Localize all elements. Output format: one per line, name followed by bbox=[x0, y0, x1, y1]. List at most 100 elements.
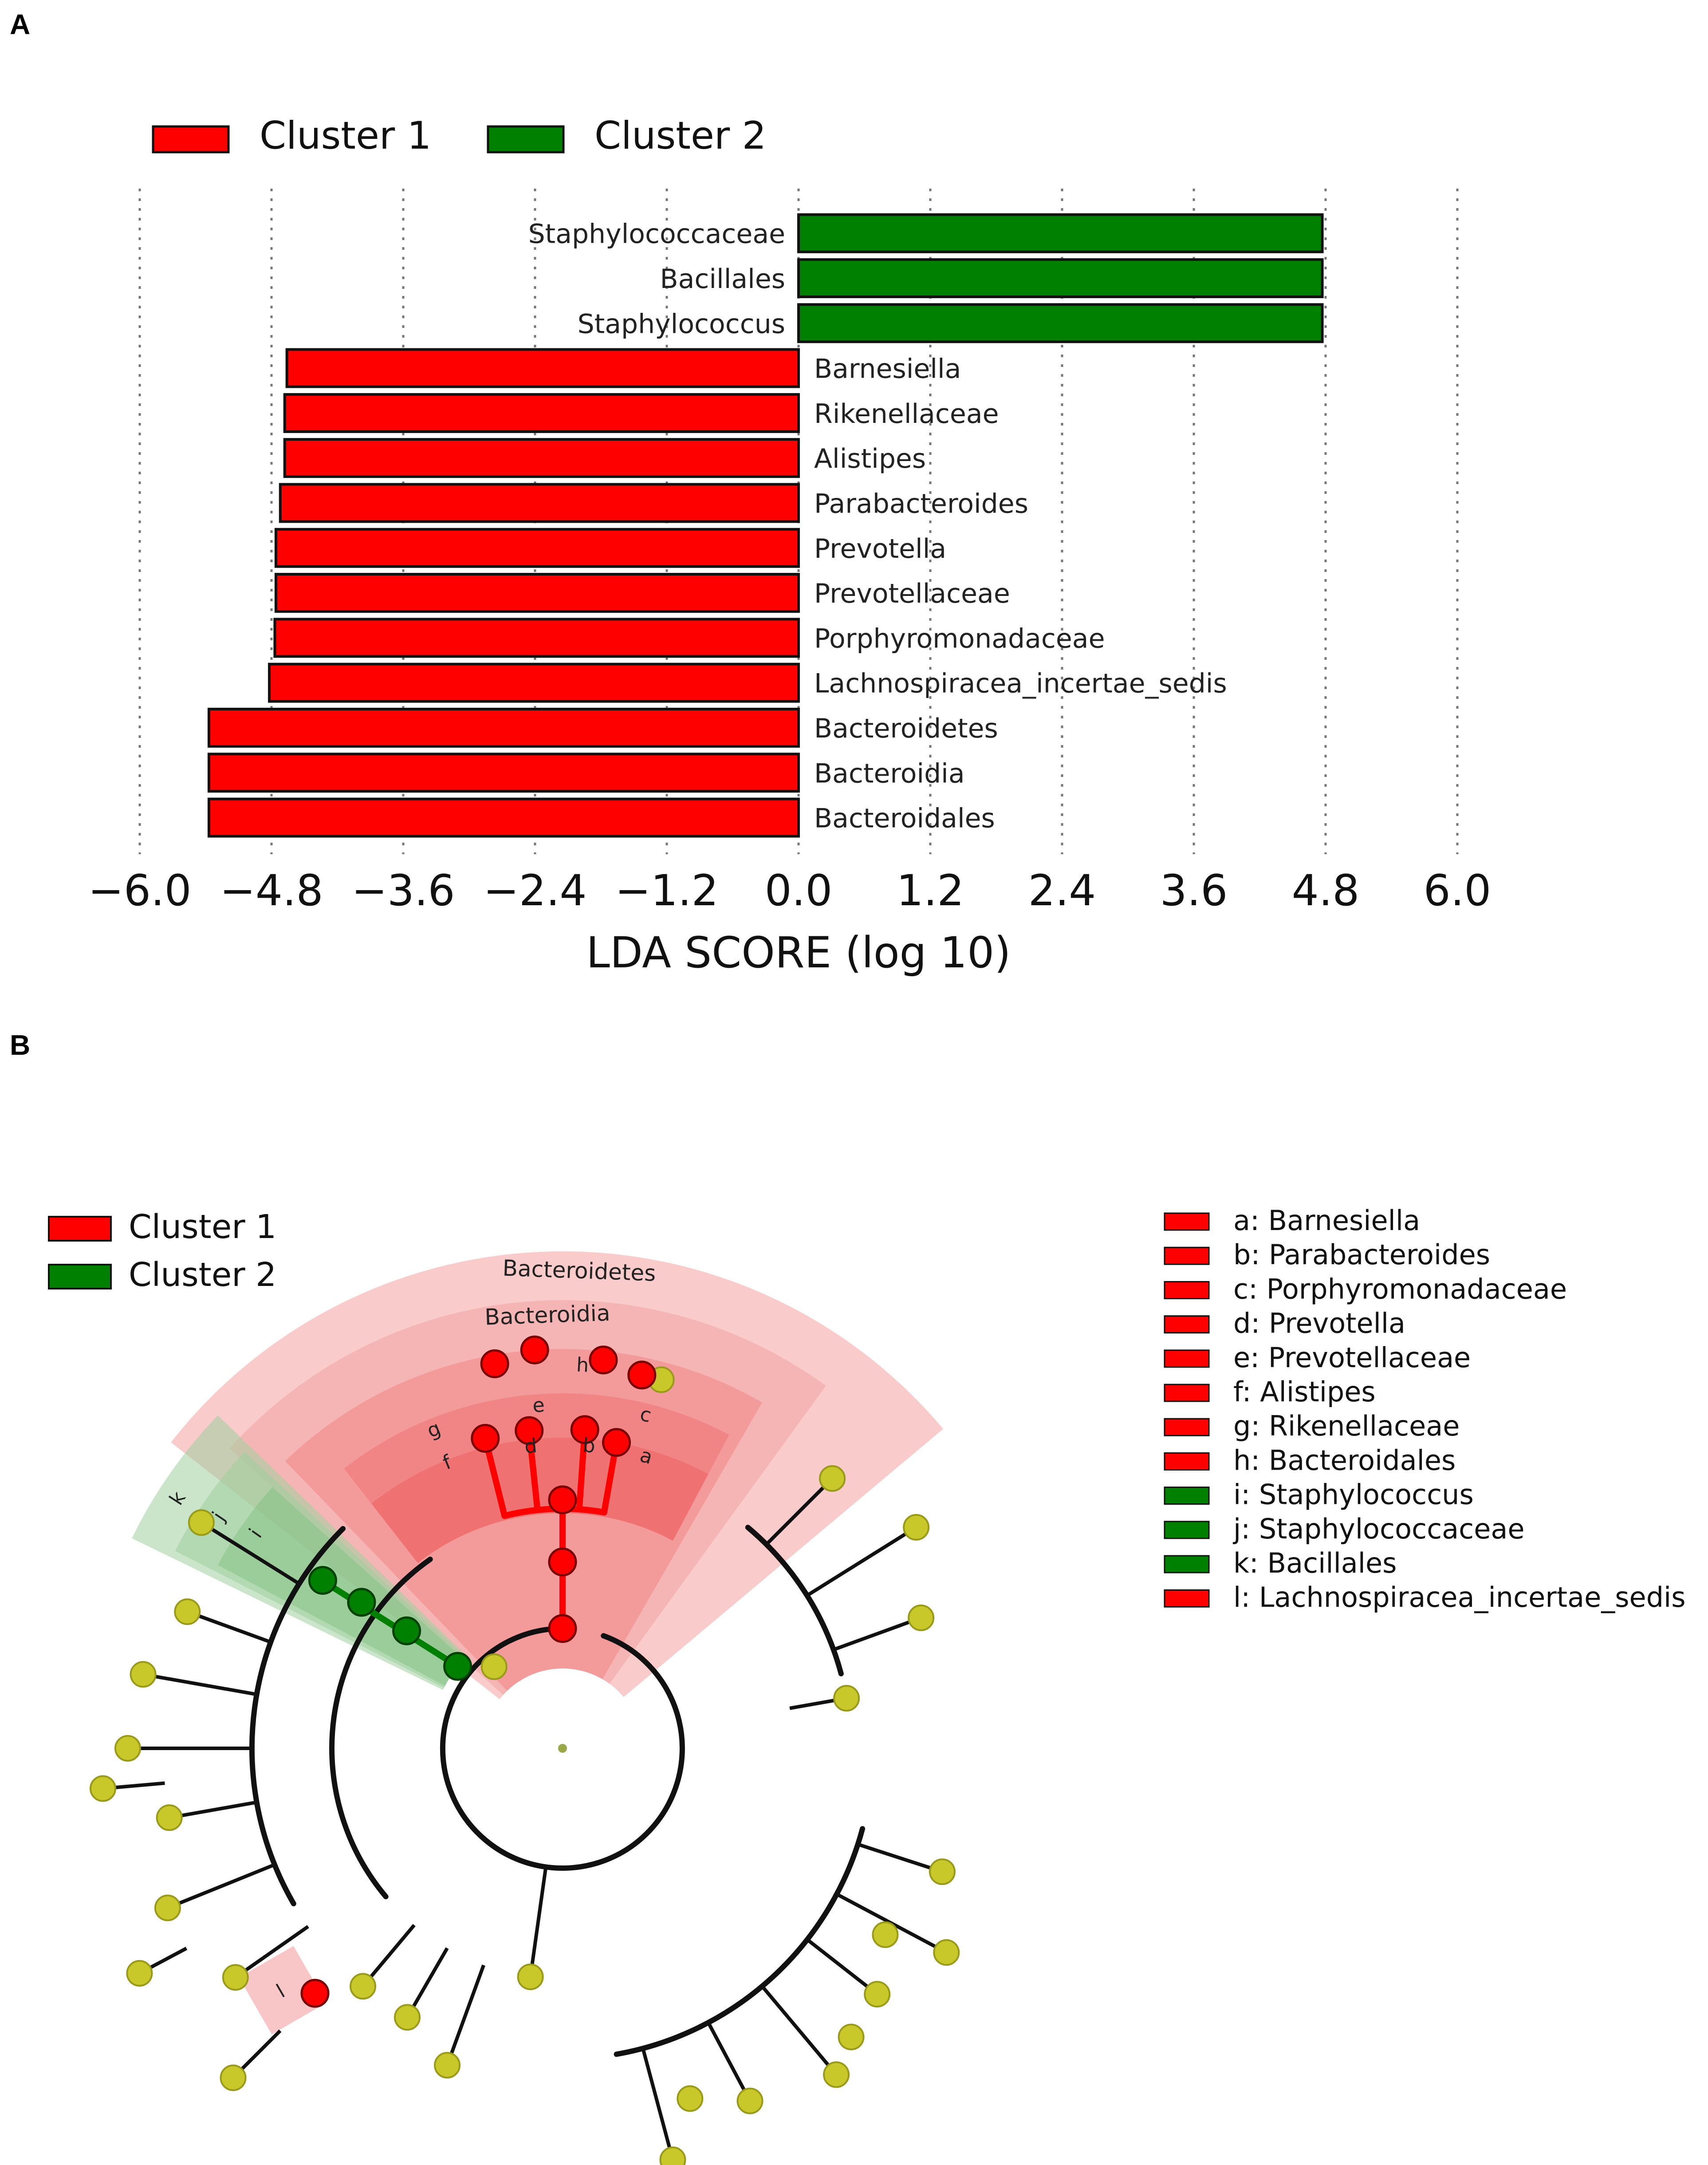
x-tick-label: −6.0 bbox=[88, 866, 191, 915]
bar-staphylococcus bbox=[797, 303, 1324, 343]
x-tick-label: 1.2 bbox=[897, 866, 964, 915]
bar-label: Bacteroidetes bbox=[814, 713, 998, 744]
bar-label: Lachnospiracea_incertae_sedis bbox=[814, 668, 1227, 699]
bar-chart-legend: Cluster 1 Cluster 2 bbox=[152, 114, 766, 158]
taxa-swatch bbox=[1164, 1452, 1210, 1471]
shade-bacteroidales bbox=[285, 1349, 762, 1691]
taxa-swatch bbox=[1164, 1384, 1210, 1402]
leaf-node bbox=[677, 2085, 704, 2112]
edge-outer-ring-right bbox=[614, 1826, 866, 2057]
bar-label: Prevotellaceae bbox=[814, 578, 1010, 609]
cluster1-node bbox=[589, 1345, 618, 1375]
edge-stub-20 bbox=[445, 1964, 485, 2066]
x-tick-label: −2.4 bbox=[483, 866, 586, 915]
leaf-node bbox=[130, 1661, 157, 1688]
bar-label: Parabacteroides bbox=[814, 488, 1028, 519]
legend-label-cluster-1: Cluster 1 bbox=[129, 1208, 276, 1246]
cladogram-nodes bbox=[89, 1335, 960, 2165]
x-tick-label: −4.8 bbox=[220, 866, 323, 915]
bar-parabacteroides bbox=[279, 483, 800, 523]
leaf-node bbox=[89, 1775, 116, 1802]
cluster1-node bbox=[515, 1416, 544, 1445]
bar-prevotella bbox=[274, 528, 800, 568]
leaf-node bbox=[823, 2061, 850, 2088]
taxa-swatch bbox=[1164, 1589, 1210, 1608]
bar-bacteroidetes bbox=[207, 707, 800, 748]
leaf-node bbox=[838, 2023, 865, 2051]
legend-swatch-cluster-1 bbox=[48, 1216, 112, 1242]
leaf-node bbox=[126, 1960, 153, 1987]
taxa-swatch bbox=[1164, 1281, 1210, 1299]
bar-bacteroidales bbox=[207, 797, 800, 838]
edge-stub-1 bbox=[405, 1947, 449, 2019]
cluster1-node bbox=[480, 1349, 509, 1378]
root-node bbox=[558, 1744, 567, 1753]
leaf-node bbox=[933, 1939, 960, 1966]
cluster1-node bbox=[548, 1614, 577, 1643]
x-tick-label: 2.4 bbox=[1028, 866, 1096, 915]
taxa-swatch bbox=[1164, 1487, 1210, 1505]
taxa-swatch bbox=[1164, 1555, 1210, 1573]
bar-label: Barnesiella bbox=[814, 354, 961, 385]
bar-rikenellaceae bbox=[283, 393, 800, 433]
leaf-node bbox=[188, 1509, 215, 1536]
cluster2-node bbox=[443, 1652, 472, 1681]
legend-swatch-cluster-2 bbox=[48, 1264, 112, 1290]
lachnospiracea-node bbox=[300, 1979, 330, 2008]
x-tick-label: 3.6 bbox=[1160, 866, 1228, 915]
cluster2-node bbox=[308, 1566, 337, 1595]
taxa-label: h: Bacteroidales bbox=[1233, 1444, 1456, 1476]
leaf-node bbox=[872, 1921, 899, 1948]
edge-stub-5 bbox=[169, 1800, 257, 1820]
bar-barnesiella bbox=[285, 348, 800, 388]
x-tick-label: 4.8 bbox=[1292, 866, 1360, 915]
taxa-label: k: Bacillales bbox=[1233, 1547, 1397, 1579]
cluster1-node bbox=[471, 1424, 500, 1453]
leaf-node bbox=[154, 1894, 181, 1921]
cluster1-node bbox=[570, 1415, 599, 1444]
taxa-swatch bbox=[1164, 1521, 1210, 1539]
taxa-label: c: Porphyromonadaceae bbox=[1233, 1273, 1567, 1305]
taxa-label: f: Alistipes bbox=[1233, 1376, 1376, 1408]
edge-stub-10 bbox=[857, 1842, 943, 1873]
bar-chart-x-axis: −6.0 −4.8 −3.6 −2.4 −1.2 0.0 1.2 2.4 3.6 4.8 6.0 LD… bbox=[88, 866, 1491, 978]
leaf-node bbox=[156, 1804, 183, 1831]
leaf-node bbox=[903, 1514, 930, 1541]
leaf-node bbox=[929, 1858, 956, 1885]
bar-bacteroidia bbox=[207, 753, 800, 793]
leaf-node bbox=[394, 2004, 421, 2031]
cluster1-node bbox=[627, 1361, 657, 1390]
edge-stub-15 bbox=[641, 2048, 675, 2161]
leaf-node bbox=[908, 1604, 935, 1631]
cluster1-node bbox=[602, 1428, 631, 1457]
leaf-node bbox=[864, 1981, 891, 2008]
panel-label-b: B bbox=[10, 1029, 31, 1061]
ring-label-1: Bacteroidia bbox=[484, 1300, 610, 1330]
legend-label-cluster-2: Cluster 2 bbox=[594, 114, 766, 158]
ring-label-7: d bbox=[523, 1434, 538, 1458]
leaf-node bbox=[517, 1963, 544, 1990]
edge-stub-3 bbox=[234, 1925, 309, 1979]
leaf-node bbox=[480, 1653, 508, 1680]
bar-staphylococcaceae bbox=[797, 213, 1324, 253]
leaf-node bbox=[659, 2146, 686, 2165]
bar-label: Bacteroidia bbox=[814, 758, 965, 789]
x-tick-label: −3.6 bbox=[351, 866, 455, 915]
taxa-label: d: Prevotella bbox=[1233, 1307, 1405, 1340]
bar-label: Alistipes bbox=[814, 443, 926, 474]
leaf-node bbox=[222, 1964, 249, 1991]
shade-genera bbox=[371, 1437, 708, 1563]
bar-label: Staphylococcaceae bbox=[528, 219, 785, 250]
legend-label-cluster-2: Cluster 2 bbox=[129, 1256, 276, 1294]
taxa-swatch bbox=[1164, 1246, 1210, 1265]
edge-stub-13 bbox=[760, 1985, 838, 2076]
legend-label-cluster-1: Cluster 1 bbox=[260, 114, 431, 158]
leaf-node bbox=[736, 2087, 763, 2114]
edge-stub-16 bbox=[765, 1477, 834, 1546]
edge-stub-8 bbox=[186, 1610, 272, 1644]
taxa-swatch bbox=[1164, 1315, 1210, 1334]
edge-stub-0 bbox=[528, 1866, 548, 1977]
bar-label: Rikenellaceae bbox=[814, 398, 999, 430]
